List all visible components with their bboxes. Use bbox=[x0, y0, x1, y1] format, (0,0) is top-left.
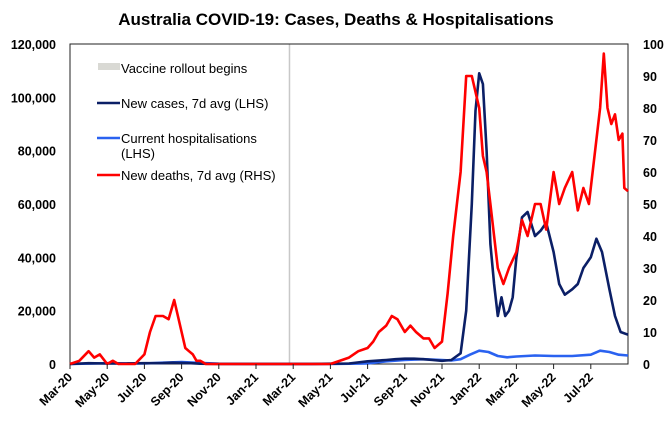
legend-label-cases: New cases, 7d avg (LHS) bbox=[121, 96, 268, 111]
x-tick-label: Nov-20 bbox=[185, 370, 224, 409]
plot-frame bbox=[69, 43, 629, 365]
chart-title: Australia COVID-19: Cases, Deaths & Hosp… bbox=[118, 10, 554, 29]
plot-area-border bbox=[69, 43, 629, 365]
x-tick-label: Mar-22 bbox=[483, 370, 521, 408]
x-tick-label: Jul-22 bbox=[560, 370, 595, 405]
y-left-tick-label: 60,000 bbox=[18, 198, 56, 212]
y-right-tick-label: 0 bbox=[643, 358, 650, 372]
y-right-tick-label: 30 bbox=[643, 262, 657, 276]
x-tick-label: Jan-21 bbox=[223, 370, 261, 408]
legend-label-hospitalisations-line2: (LHS) bbox=[121, 146, 155, 161]
y-right-tick-label: 20 bbox=[643, 294, 657, 308]
y-left-tick-label: 80,000 bbox=[18, 145, 56, 159]
x-tick-label: May-22 bbox=[519, 370, 559, 410]
y-left-tick-label: 40,000 bbox=[18, 251, 56, 265]
series-line-deaths bbox=[69, 52, 629, 366]
y-axis-left: 0 20,000 40,000 60,000 80,000 100,000 120,000 bbox=[11, 38, 56, 372]
x-tick-label: Jan-22 bbox=[446, 370, 484, 408]
x-tick-label: Nov-21 bbox=[408, 370, 447, 409]
y-left-tick-label: 0 bbox=[49, 358, 56, 372]
legend-label-deaths: New deaths, 7d avg (RHS) bbox=[121, 168, 276, 183]
legend-swatch-vaccine bbox=[98, 63, 120, 70]
series-layer bbox=[69, 52, 629, 366]
y-right-tick-label: 40 bbox=[643, 230, 657, 244]
x-tick-label: Sep-21 bbox=[371, 370, 410, 409]
x-tick-label: May-20 bbox=[72, 370, 112, 410]
legend: Vaccine rollout begins New cases, 7d avg … bbox=[97, 61, 276, 183]
y-right-tick-label: 10 bbox=[643, 326, 657, 340]
y-right-tick-label: 80 bbox=[643, 102, 657, 116]
x-tick-label: Sep-20 bbox=[148, 370, 187, 409]
y-left-tick-label: 120,000 bbox=[11, 38, 56, 52]
y-right-tick-label: 90 bbox=[643, 70, 657, 84]
legend-label-vaccine: Vaccine rollout begins bbox=[121, 61, 248, 76]
x-tick-label: Jul-20 bbox=[114, 370, 149, 405]
legend-label-hospitalisations: Current hospitalisations bbox=[121, 131, 257, 146]
y-right-tick-label: 50 bbox=[643, 198, 657, 212]
x-tick-label: Mar-21 bbox=[260, 370, 298, 408]
y-axis-right: 0 10 20 30 40 50 60 70 80 90 100 bbox=[643, 38, 664, 372]
y-right-tick-label: 100 bbox=[643, 38, 664, 52]
y-right-tick-label: 70 bbox=[643, 134, 657, 148]
x-tick-label: May-21 bbox=[296, 370, 336, 410]
x-tick-label: Jul-21 bbox=[337, 370, 372, 405]
y-right-tick-label: 60 bbox=[643, 166, 657, 180]
y-left-tick-label: 20,000 bbox=[18, 305, 56, 319]
y-left-tick-label: 100,000 bbox=[11, 91, 56, 105]
x-tick-label: Mar-20 bbox=[37, 370, 75, 408]
